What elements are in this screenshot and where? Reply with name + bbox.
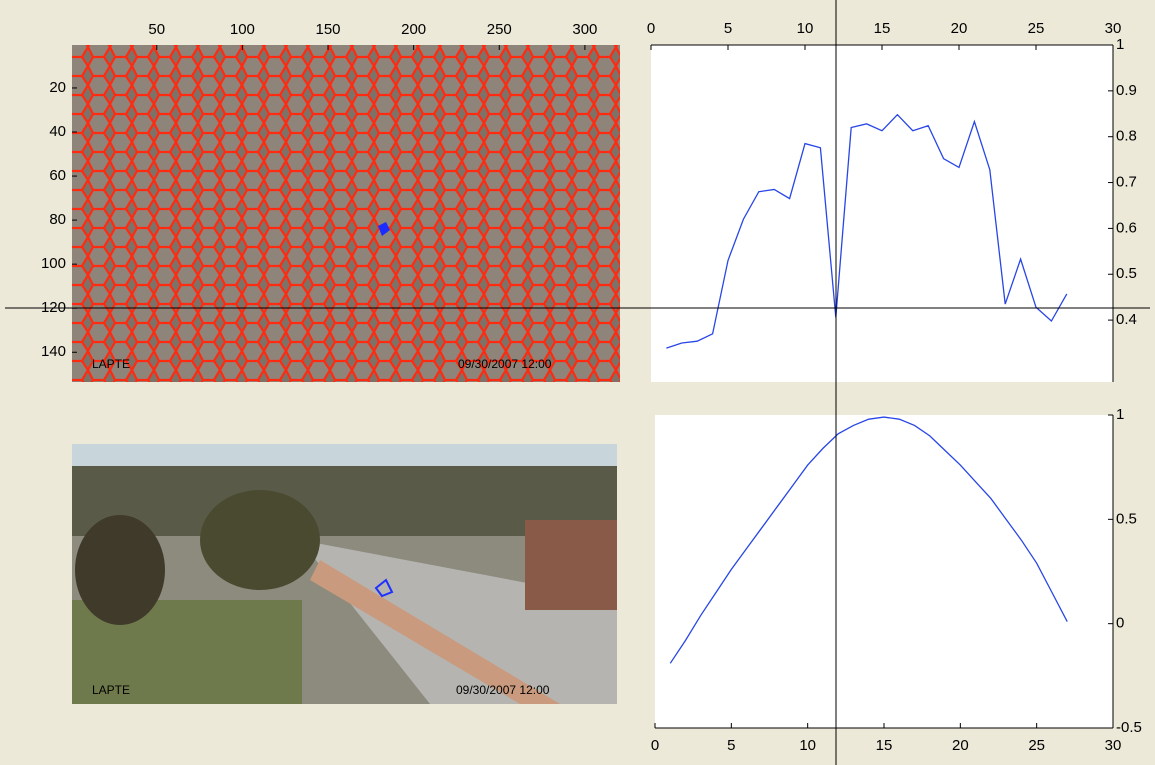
y-tick-label: 0.8 [1116,128,1137,145]
y-tick-label: 0.5 [1116,265,1137,282]
y-tick-label: 1 [1116,36,1124,53]
image-timestamp: 09/30/2007 12:00 [458,357,552,371]
photo-label: LAPTE [92,683,130,697]
app-window: LAPTE 09/30/2007 12:00 50100150200250300… [0,0,1155,765]
photo-timestamp: 09/30/2007 12:00 [456,683,550,697]
y-tick-label: 40 [49,123,66,140]
y-tick-label: 0.5 [1116,510,1137,527]
x-tick-label: 15 [874,20,891,37]
y-tick-label: 20 [49,79,66,96]
x-tick-label: 250 [487,21,512,38]
x-tick-label: 10 [799,737,816,754]
y-tick-label: -0.5 [1116,719,1142,736]
y-tick-label: 1 [1116,406,1124,423]
x-tick-label: 100 [230,21,255,38]
y-tick-label: 0 [1116,615,1124,632]
y-tick-label: 60 [49,167,66,184]
x-tick-label: 15 [876,737,893,754]
x-tick-label: 0 [647,20,655,37]
image-label: LAPTE [92,357,130,371]
x-tick-label: 150 [316,21,341,38]
y-tick-label: 140 [41,343,66,360]
x-tick-label: 5 [727,737,735,754]
plot-area [655,415,1113,728]
x-tick-label: 50 [148,21,165,38]
segmented-image [72,45,620,382]
camera-photo [72,444,617,704]
y-tick-label: 0.9 [1116,82,1137,99]
x-tick-label: 10 [797,20,814,37]
x-tick-label: 0 [651,737,659,754]
x-tick-label: 30 [1105,737,1122,754]
x-tick-label: 25 [1028,20,1045,37]
x-tick-label: 30 [1105,20,1122,37]
y-tick-label: 0.7 [1116,174,1137,191]
plot-area [651,45,1113,382]
y-tick-label: 0.6 [1116,219,1137,236]
x-tick-label: 300 [572,21,597,38]
x-tick-label: 200 [401,21,426,38]
x-tick-label: 20 [952,737,969,754]
x-tick-label: 20 [951,20,968,37]
x-tick-label: 5 [724,20,732,37]
x-tick-label: 25 [1028,737,1045,754]
y-tick-label: 0.4 [1116,311,1137,328]
y-tick-label: 80 [49,211,66,228]
y-tick-label: 100 [41,255,66,272]
